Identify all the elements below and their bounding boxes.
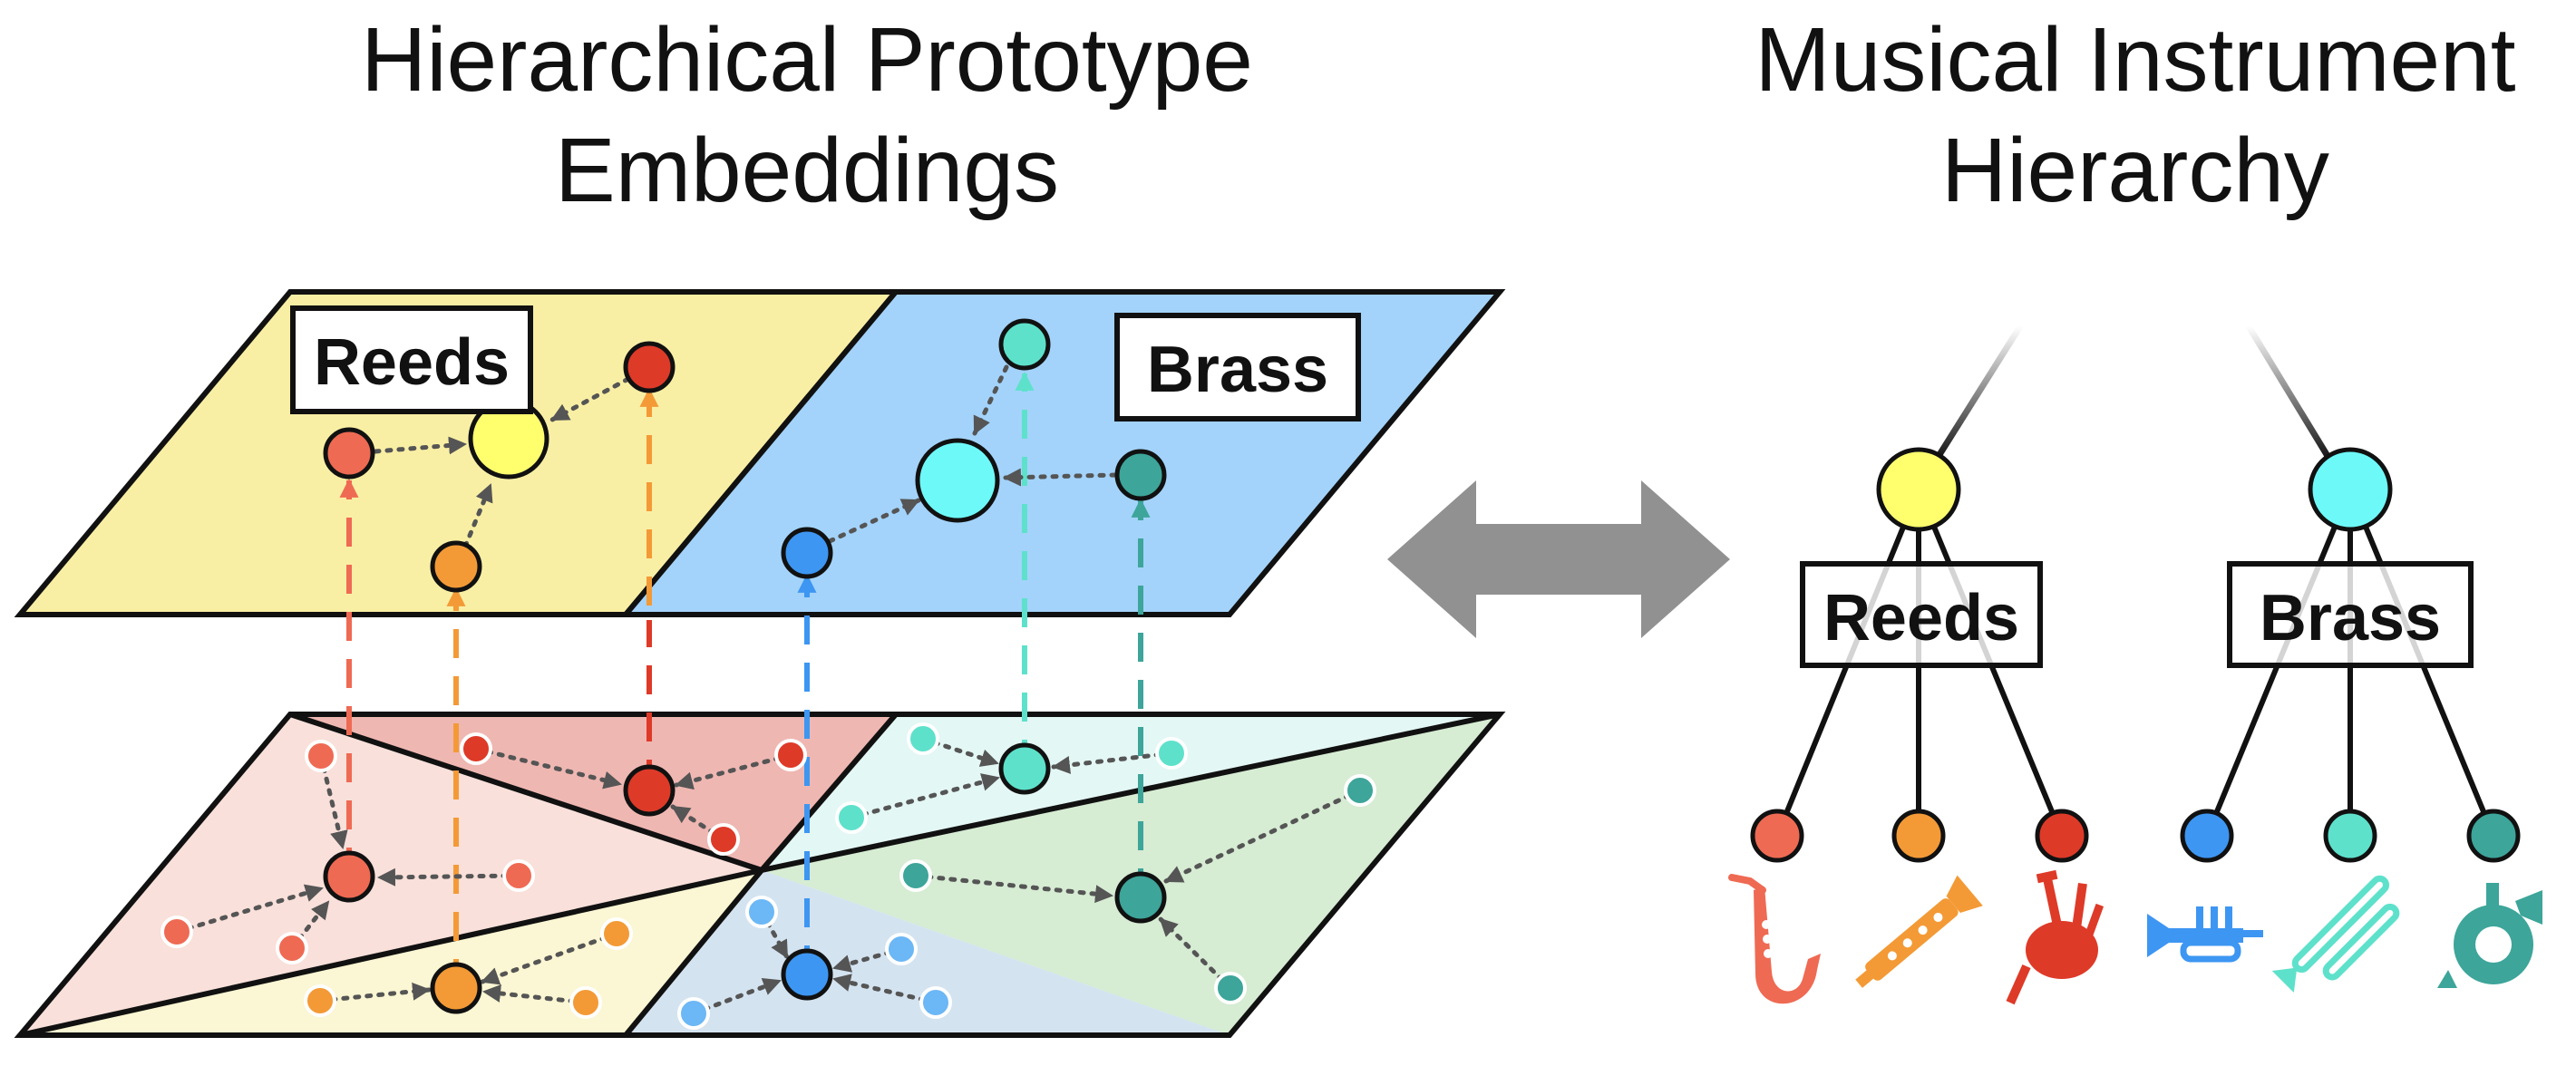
reeds-root-branch [1932,323,2024,464]
trumpet-prototype [781,948,833,1001]
saxophone-icon [1728,874,1821,1004]
saxophone-top-node [323,427,375,480]
trumpet-sample [919,986,952,1019]
reeds-label: Reeds [314,326,510,399]
clarinet-icon [1855,875,1983,988]
tuba-sample [899,859,932,892]
clarinet-leaf-node [1891,809,1946,863]
bagpipe-sample [707,823,740,856]
tuba-sample [1344,774,1376,807]
right-title-line-2: Hierarchy [1941,120,2329,221]
trumpet-sample [677,997,710,1030]
vertical-links [339,371,1151,988]
bagpipe-icon [2006,869,2105,1005]
divider-clarinet-saxophone [19,867,763,1038]
saxophone-prototype [323,850,375,903]
clarinet-top-node [430,540,482,593]
bottom-plane-outline [14,712,1506,1038]
trumpet-sample [885,933,918,965]
saxophone-leaf-node [1750,809,1804,863]
brass-root-branch [2245,323,2334,464]
reeds-parent-node [1876,447,1961,532]
bottom-plane-prototypes [430,742,1167,1014]
trombone-sample [835,801,868,834]
right-title-line-1: Musical Instrument [1755,9,2515,111]
trombone-prototype [998,742,1051,795]
divider-tuba-trumpet [623,868,764,1037]
trumpet-top-node [781,527,833,579]
bottom-plane-nodes [323,850,375,903]
trumpet-leaf-node [2180,809,2234,863]
hierarchy-brass-label: Brass [2260,582,2441,654]
tuba-sample [1214,972,1247,1004]
bagpipe-sample [774,739,807,771]
reeds-label-box: Reeds [290,305,533,414]
tuba-prototype [1114,871,1167,924]
hierarchy-tree: Reeds Brass [1750,323,2521,863]
divider-trombone-tuba [761,712,1501,873]
divider-saxophone-bagpipe [289,712,763,873]
bagpipe-prototype [623,764,676,817]
bagpipe-leaf-node [2035,809,2089,863]
trombone-top-node [998,318,1051,371]
tuba-top-node [1114,449,1167,501]
tuba-icon [2437,883,2542,988]
brass-parent-node [2308,447,2393,532]
clarinet-sample [600,917,633,950]
hierarchy-brass-box: Brass [2227,561,2474,668]
saxophone-sample [160,916,193,948]
clarinet-sample [304,984,336,1017]
double-headed-arrow [1387,480,1730,638]
saxophone-sample [276,932,308,964]
clarinet-prototype [430,962,482,1014]
saxophone-sample [502,859,535,892]
bagpipe-sample [460,732,492,765]
left-title-line-2: Embeddings [555,120,1059,221]
trombone-icon [2271,875,2400,993]
trombone-sample [907,722,939,755]
trombone-sample [1155,737,1188,770]
bottom-plane-samples [160,722,1376,1030]
bottom-plane-arrows [174,736,1363,1016]
brass-label-box: Brass [1114,313,1361,422]
region-bagpipe [290,714,896,870]
hierarchy-reeds-box: Reeds [1800,561,2043,668]
left-title-line-1: Hierarchical Prototype [361,9,1253,111]
bagpipe-top-node [623,341,676,393]
saxophone-sample [305,740,337,772]
tuba-leaf-node [2466,809,2521,863]
trumpet-sample [745,896,778,928]
top-plane-arrows [373,364,1118,549]
top-plane-nodes [323,318,1167,593]
clarinet-sample [569,986,602,1019]
trumpet-icon [2147,906,2263,963]
brass-label: Brass [1147,334,1328,406]
hierarchy-reeds-label: Reeds [1823,582,2019,654]
brass-coarse-prototype [915,438,1000,523]
divider-bagpipe-trombone [759,712,899,872]
trombone-leaf-node [2323,809,2377,863]
